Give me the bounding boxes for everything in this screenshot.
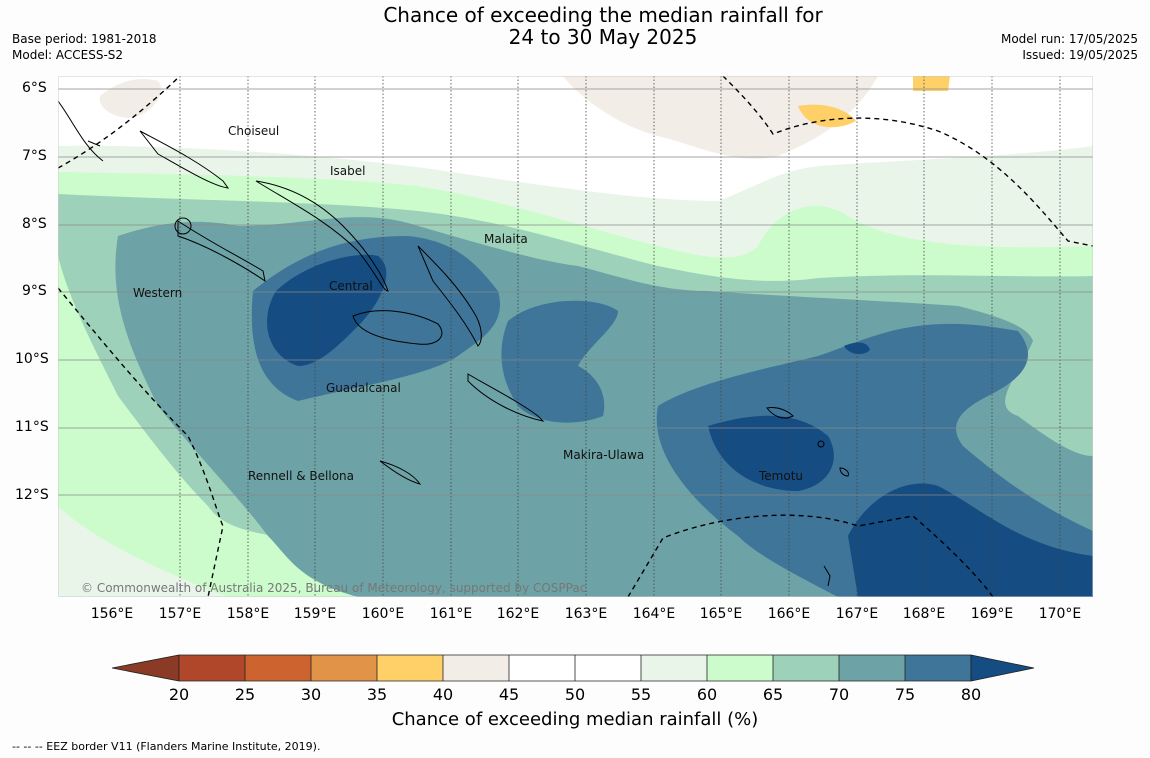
lon-tick: 168°E bbox=[902, 606, 946, 622]
colorbar-label: 80 bbox=[960, 685, 982, 704]
lat-tick: 6°S bbox=[22, 80, 47, 96]
place-label: Malaita bbox=[484, 232, 528, 246]
place-label: Guadalcanal bbox=[326, 381, 401, 395]
contour-35-40-b bbox=[913, 76, 950, 91]
lon-tick: 156°E bbox=[90, 606, 134, 622]
lat-tick: 8°S bbox=[22, 216, 47, 232]
colorbar-swatch bbox=[839, 655, 905, 681]
title-line-1: Chance of exceeding the median rainfall … bbox=[383, 3, 823, 27]
lon-tick: 161°E bbox=[429, 606, 473, 622]
colorbar-label: 20 bbox=[168, 685, 190, 704]
lon-tick: 166°E bbox=[767, 606, 811, 622]
colorbar-swatch bbox=[443, 655, 509, 681]
issued-date: Issued: 19/05/2025 bbox=[1022, 48, 1138, 62]
contour-75-80-b bbox=[501, 300, 618, 423]
colorbar-swatch bbox=[509, 655, 575, 681]
colorbar-label: 65 bbox=[762, 685, 784, 704]
coastlines bbox=[58, 100, 849, 587]
map-panel: Choiseul Isabel Malaita Western Central … bbox=[58, 76, 1093, 597]
map-svg: Choiseul Isabel Malaita Western Central … bbox=[58, 76, 1093, 597]
lon-tick: 170°E bbox=[1038, 606, 1082, 622]
lon-tick: 163°E bbox=[564, 606, 608, 622]
place-label: Isabel bbox=[330, 164, 365, 178]
graticule bbox=[179, 76, 1061, 597]
colorbar-swatch bbox=[245, 655, 311, 681]
lon-tick: 158°E bbox=[226, 606, 270, 622]
title-line-2: 24 to 30 May 2025 bbox=[508, 25, 698, 49]
contour-40-45-b bbox=[563, 76, 878, 159]
colorbar-swatch bbox=[575, 655, 641, 681]
map-title: Chance of exceeding the median rainfall … bbox=[0, 4, 1150, 48]
lon-tick: 157°E bbox=[158, 606, 202, 622]
colorbar-swatch bbox=[641, 655, 707, 681]
colorbar-label: 40 bbox=[432, 685, 454, 704]
colorbar-label: 35 bbox=[366, 685, 388, 704]
colorbar-label: 60 bbox=[696, 685, 718, 704]
colorbar-label: 55 bbox=[630, 685, 652, 704]
colorbar bbox=[112, 654, 1035, 682]
colorbar-swatch bbox=[905, 655, 971, 681]
colorbar-label: 70 bbox=[828, 685, 850, 704]
model-run: Model run: 17/05/2025 bbox=[1000, 32, 1138, 46]
place-label: Western bbox=[133, 286, 182, 300]
colorbar-label: 75 bbox=[894, 685, 916, 704]
place-label: Central bbox=[329, 279, 373, 293]
base-period: Base period: 1981-2018 bbox=[12, 32, 157, 46]
colorbar-swatch bbox=[179, 655, 245, 681]
contour-80-c bbox=[848, 483, 1093, 597]
eez-footnote: -- -- -- EEZ border V11 (Flanders Marine… bbox=[12, 740, 321, 753]
lon-tick: 165°E bbox=[699, 606, 743, 622]
lon-tick: 164°E bbox=[632, 606, 676, 622]
contour-80-d bbox=[844, 342, 870, 355]
lon-tick: 167°E bbox=[835, 606, 879, 622]
colorbar-swatch bbox=[311, 655, 377, 681]
lon-tick: 160°E bbox=[361, 606, 405, 622]
lon-tick: 162°E bbox=[496, 606, 540, 622]
lat-tick: 10°S bbox=[15, 351, 49, 367]
place-label: Choiseul bbox=[228, 124, 279, 138]
colorbar-extend-high bbox=[970, 654, 1035, 682]
colorbar-label: 30 bbox=[300, 685, 322, 704]
eez-border bbox=[58, 76, 1093, 597]
lat-tick: 11°S bbox=[15, 419, 49, 435]
lat-tick: 9°S bbox=[22, 283, 47, 299]
place-label: Makira-Ulawa bbox=[563, 448, 644, 462]
colorbar-swatch bbox=[377, 655, 443, 681]
contour-35-40-a bbox=[798, 104, 856, 128]
lon-tick: 169°E bbox=[970, 606, 1014, 622]
colorbar-title: Chance of exceeding median rainfall (%) bbox=[391, 709, 759, 730]
model-name: Model: ACCESS-S2 bbox=[12, 48, 124, 62]
place-label: Rennell & Bellona bbox=[248, 469, 354, 483]
contour-80-b bbox=[708, 415, 834, 491]
colorbar-swatch bbox=[707, 655, 773, 681]
colorbar-label: 25 bbox=[234, 685, 256, 704]
lat-tick: 12°S bbox=[15, 487, 49, 503]
graticule-lat bbox=[58, 88, 1093, 496]
copyright-notice: © Commonwealth of Australia 2025, Bureau… bbox=[81, 581, 586, 595]
lon-tick: 159°E bbox=[293, 606, 337, 622]
rainfall-contours bbox=[58, 76, 1093, 597]
meta-left: Base period: 1981-2018 Model: ACCESS-S2 bbox=[12, 31, 157, 63]
contour-80-a bbox=[267, 254, 387, 366]
meta-right: Model run: 17/05/2025 Issued: 19/05/2025 bbox=[1001, 31, 1138, 63]
lat-tick: 7°S bbox=[22, 148, 47, 164]
colorbar-extend-low bbox=[112, 654, 180, 682]
colorbar-label: 45 bbox=[498, 685, 520, 704]
colorbar-label: 50 bbox=[564, 685, 586, 704]
colorbar-swatch bbox=[773, 655, 839, 681]
place-label: Temotu bbox=[758, 469, 803, 483]
